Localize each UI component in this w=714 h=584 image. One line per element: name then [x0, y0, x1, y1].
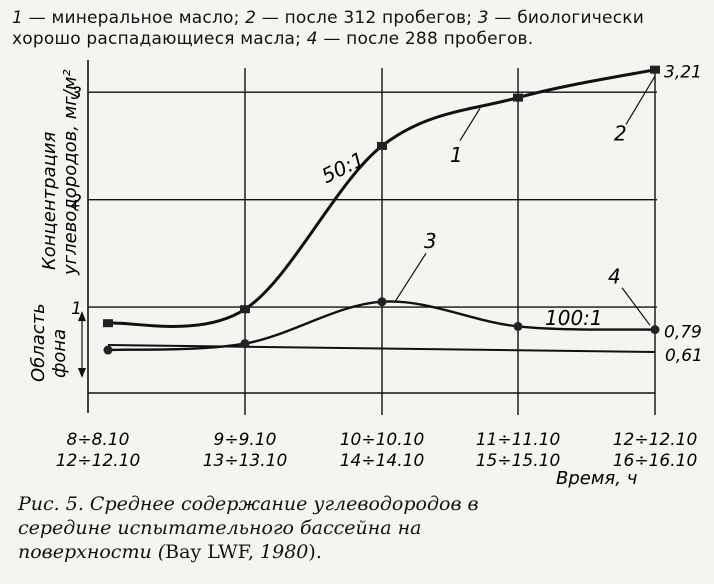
legend-item-4-text: — после 288 пробегов. — [317, 29, 534, 49]
x-tick-label-line1: 10÷10.10 — [340, 430, 425, 450]
legend-item-1-number: 1 — [12, 8, 24, 28]
chart-grid — [87, 60, 657, 415]
data-point-circle — [240, 339, 250, 349]
x-tick-label-line1: 9÷9.10 — [214, 430, 277, 450]
x-axis-label: Время, ч — [556, 468, 637, 489]
caption-source: Bay LWF, — [165, 541, 261, 563]
legend-item-2-number: 2 — [245, 8, 257, 28]
chart: Концентрация углеводородов, мг/м² Област… — [28, 60, 703, 489]
legend-text: 1 — минеральное масло; 2 — после 312 про… — [12, 8, 702, 50]
ratio-label-series-1: 50:1 — [318, 147, 369, 188]
x-tick-label-line1: 11÷11.10 — [476, 430, 561, 450]
curve-number-label: 1 — [450, 143, 463, 167]
x-tick-label-line1: 12÷12.10 — [613, 430, 698, 450]
legend-item-4-number: 4 — [306, 29, 318, 49]
data-point-circle — [513, 321, 523, 331]
caption-end: ). — [308, 541, 322, 563]
caption-year: 1980 — [260, 541, 309, 563]
x-tick-label-line2: 13÷13.10 — [203, 451, 288, 471]
leader-line — [625, 75, 656, 125]
y-tick-label: 1 — [71, 299, 82, 319]
caption-text: Рис. 5. Среднее содержание углеводородов… — [18, 493, 479, 563]
band-label-line2: фона — [49, 329, 70, 378]
baseline-line — [107, 343, 656, 353]
x-tick-label-line2: 12÷12.10 — [56, 451, 141, 471]
band-arrow-up — [78, 311, 86, 322]
series-layer — [103, 65, 660, 355]
legend-item-1-text: — минеральное масло; — [23, 8, 246, 28]
value-label: 3,21 — [664, 63, 702, 83]
data-point-square — [513, 93, 523, 102]
x-tick-label-line2: 15÷15.10 — [476, 451, 561, 471]
baseline-value-label: 0,61 — [665, 346, 703, 366]
leader-line — [394, 253, 427, 303]
leader-line — [459, 108, 481, 141]
data-point-square — [103, 319, 113, 328]
x-tick-label-line2: 14÷14.10 — [340, 451, 425, 471]
x-tick-label-line2: 16÷16.10 — [613, 451, 698, 471]
y-axis-label-line1: Концентрация — [39, 131, 60, 270]
y-tick-label: 3 — [71, 84, 82, 104]
background-band — [78, 311, 86, 379]
ratio-label-series-3: 100:1 — [545, 306, 603, 330]
curve-number-label: 4 — [608, 264, 621, 288]
y-axis-label-line2: углеводородов, мг/м² — [60, 69, 81, 276]
chart-labels: Концентрация углеводородов, мг/м² Област… — [28, 63, 703, 489]
data-point-circle — [650, 325, 660, 335]
band-label-line1: Область — [28, 303, 49, 382]
leader-line — [621, 287, 651, 326]
data-point-square — [240, 305, 250, 314]
data-point-circle — [377, 297, 387, 307]
y-tick-label: 2 — [71, 192, 82, 212]
data-point-square — [377, 141, 387, 150]
x-tick-label-line1: 8÷8.10 — [67, 430, 130, 450]
legend-item-3-number: 3 — [477, 8, 489, 28]
data-point-square — [650, 65, 660, 74]
curve-number-label: 3 — [424, 229, 437, 253]
data-point-circle — [103, 345, 113, 355]
band-arrow-down — [78, 368, 86, 379]
legend-item-3-text: — биологически хорошо распадающиеся масл… — [12, 8, 644, 49]
value-label: 0,79 — [664, 323, 702, 343]
curve-number-label: 2 — [614, 122, 627, 146]
figure-caption: Рис. 5. Среднее содержание углеводородов… — [18, 492, 488, 564]
legend-item-2-text: — после 312 пробегов; — [256, 8, 478, 28]
